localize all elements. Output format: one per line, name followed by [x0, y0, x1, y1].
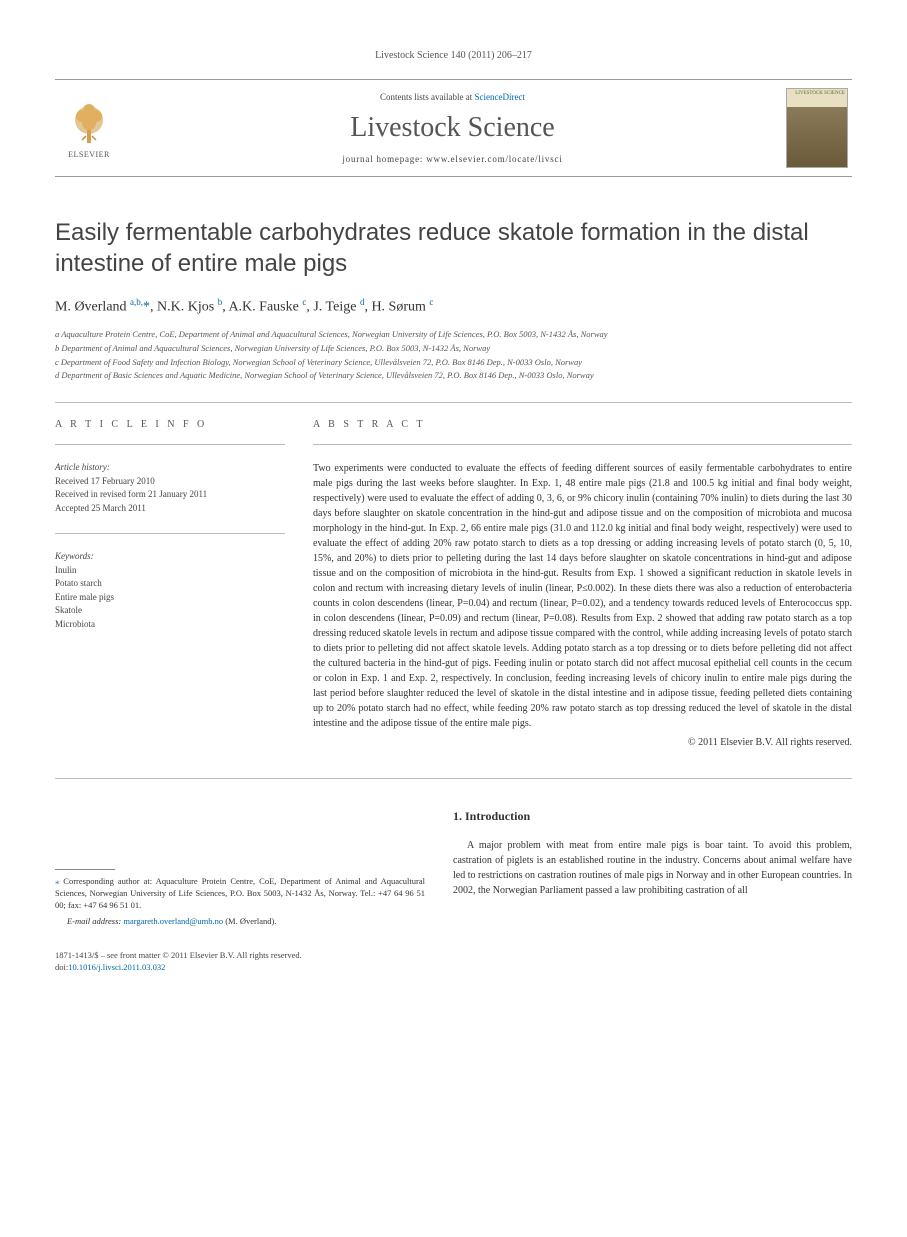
divider: [55, 402, 852, 403]
keywords-head: Keywords:: [55, 550, 285, 564]
keyword: Entire male pigs: [55, 591, 285, 605]
doi-prefix: doi:: [55, 962, 68, 972]
journal-homepage: journal homepage: www.elsevier.com/locat…: [119, 154, 786, 164]
affiliation-item: a Aquaculture Protein Centre, CoE, Depar…: [55, 328, 852, 341]
elsevier-tree-icon: [64, 98, 114, 148]
info-label: A R T I C L E I N F O: [55, 419, 285, 430]
keywords-block: Keywords: Inulin Potato starch Entire ma…: [55, 550, 285, 631]
article-history: Article history: Received 17 February 20…: [55, 461, 285, 515]
affiliation-item: b Department of Animal and Aquacultural …: [55, 342, 852, 355]
contents-available: Contents lists available at ScienceDirec…: [119, 92, 786, 102]
body-columns: ⁎ Corresponding author at: Aquaculture P…: [55, 809, 852, 973]
cover-thumb-label: LIVESTOCK SCIENCE: [787, 89, 847, 107]
history-head: Article history:: [55, 461, 285, 475]
history-item: Received in revised form 21 January 2011: [55, 488, 285, 502]
right-body-col: 1. Introduction A major problem with mea…: [453, 809, 852, 973]
affiliations: a Aquaculture Protein Centre, CoE, Depar…: [55, 328, 852, 382]
email-address[interactable]: margareth.overland@umb.no: [123, 916, 223, 926]
intro-paragraph: A major problem with meat from entire ma…: [453, 838, 852, 898]
elsevier-logo: ELSEVIER: [59, 98, 119, 159]
affiliation-item: c Department of Food Safety and Infectio…: [55, 356, 852, 369]
contents-prefix: Contents lists available at: [380, 92, 474, 102]
corresponding-text: Corresponding author at: Aquaculture Pro…: [55, 876, 425, 910]
cover-thumb-image: [787, 107, 847, 167]
footer: 1871-1413/$ – see front matter © 2011 El…: [55, 950, 425, 974]
divider: [55, 444, 285, 445]
elsevier-wordmark: ELSEVIER: [68, 150, 110, 159]
footnote-divider: [55, 869, 115, 870]
email-who: (M. Øverland).: [223, 916, 276, 926]
history-item: Received 17 February 2010: [55, 475, 285, 489]
citation: Livestock Science 140 (2011) 206–217: [55, 50, 852, 61]
email-line: E-mail address: margareth.overland@umb.n…: [55, 916, 425, 926]
abstract-label: A B S T R A C T: [313, 419, 852, 430]
homepage-prefix: journal homepage:: [342, 154, 426, 164]
affiliation-item: d Department of Basic Sciences and Aquat…: [55, 369, 852, 382]
left-body-col: ⁎ Corresponding author at: Aquaculture P…: [55, 809, 425, 973]
page-root: Livestock Science 140 (2011) 206–217 ELS…: [0, 0, 907, 1023]
doi-link[interactable]: 10.1016/j.livsci.2011.03.032: [68, 962, 165, 972]
article-title: Easily fermentable carbohydrates reduce …: [55, 217, 852, 279]
sciencedirect-link[interactable]: ScienceDirect: [475, 92, 525, 102]
keyword: Inulin: [55, 564, 285, 578]
intro-heading: 1. Introduction: [453, 809, 852, 824]
cover-thumbnail: LIVESTOCK SCIENCE: [786, 88, 848, 168]
history-item: Accepted 25 March 2011: [55, 502, 285, 516]
abstract-col: A B S T R A C T Two experiments were con…: [313, 419, 852, 748]
divider: [313, 444, 852, 445]
header-center: Contents lists available at ScienceDirec…: [119, 92, 786, 164]
author-list: M. Øverland a,b,*, N.K. Kjos b, A.K. Fau…: [55, 297, 852, 316]
journal-name: Livestock Science: [119, 112, 786, 144]
email-label: E-mail address:: [67, 916, 123, 926]
article-info: A R T I C L E I N F O Article history: R…: [55, 419, 285, 748]
abstract-text: Two experiments were conducted to evalua…: [313, 461, 852, 731]
issn-line: 1871-1413/$ – see front matter © 2011 El…: [55, 950, 425, 962]
corresponding-author: ⁎ Corresponding author at: Aquaculture P…: [55, 876, 425, 912]
doi-line: doi:10.1016/j.livsci.2011.03.032: [55, 962, 425, 974]
info-abstract-row: A R T I C L E I N F O Article history: R…: [55, 419, 852, 748]
keyword: Skatole: [55, 604, 285, 618]
divider: [55, 778, 852, 779]
keyword: Microbiota: [55, 618, 285, 632]
keyword: Potato starch: [55, 577, 285, 591]
copyright: © 2011 Elsevier B.V. All rights reserved…: [313, 737, 852, 748]
divider: [55, 533, 285, 534]
journal-header: ELSEVIER Contents lists available at Sci…: [55, 79, 852, 177]
homepage-url[interactable]: www.elsevier.com/locate/livsci: [426, 154, 562, 164]
